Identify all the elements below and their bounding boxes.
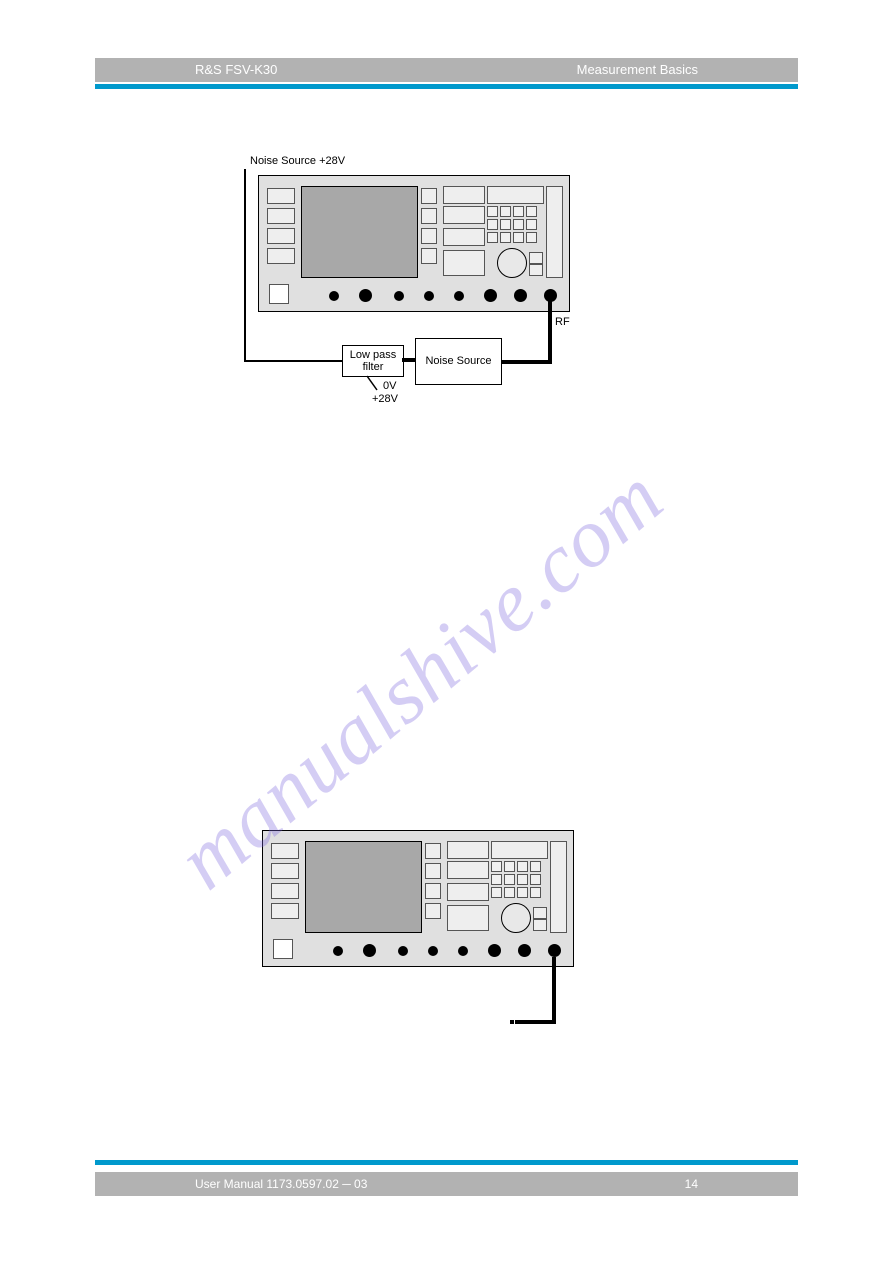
footer-page: 14 (685, 1177, 698, 1191)
fig1-power-btn (269, 284, 289, 304)
fig1-rf-label: RF (555, 316, 570, 328)
fig1-noise-source-label: Noise Source (425, 355, 491, 367)
fig1-caption: Fig. 3-1: Preparation for calibration (252, 418, 444, 432)
step3-text: Perform the calibration for the test set… (252, 650, 797, 689)
para-attenuator: If an additional attenuator is used to i… (252, 530, 797, 569)
fig2-label-28v: Noise Source +28V (253, 810, 348, 822)
header-product: R&S FSV-K30 (195, 62, 277, 77)
fig2-lpf: Low passfilter (286, 1005, 348, 1037)
step2-num: 2. (228, 590, 239, 605)
fig1-rf-wire (548, 300, 552, 362)
fig1-screen (301, 186, 418, 278)
fig1-wire-horz-bottom (244, 360, 344, 362)
fig1-0v: 0V (383, 380, 396, 392)
fig2-knob (501, 903, 531, 933)
para-matching: depends on the quality of the matching. … (252, 450, 797, 509)
footer-bar-blue (95, 1160, 798, 1165)
footer-docid: User Manual 1173.0597.02 ─ 03 (195, 1177, 367, 1191)
fig2-rf: RF (558, 972, 573, 984)
fig2-power-btn (273, 939, 293, 959)
fig1-28v: +28V (372, 393, 398, 405)
fig1-wire-vert-left (244, 169, 246, 362)
fig1-instrument (258, 175, 570, 312)
fig2-28v: +28V (314, 1053, 340, 1065)
footer-bar-gray: User Manual 1173.0597.02 ─ 03 14 (95, 1172, 798, 1196)
fig2-instrument (262, 830, 574, 967)
fig1-noise-source-box: Noise Source (415, 338, 502, 385)
fig2-0v: 0V (324, 1040, 337, 1052)
fig2-screen (305, 841, 422, 933)
fig2-dut: DUT (358, 998, 430, 1045)
fig1-label-28v: Noise Source +28V (250, 155, 345, 167)
step2-text: If the noise source needs a low pass fil… (252, 590, 797, 629)
intro-para: Connect the noise source to the RF input… (250, 116, 795, 136)
step3b-text: After calibration, the DUT is inserted i… (252, 720, 797, 740)
fig1-lpf-label: Low passfilter (350, 349, 396, 373)
step4-text: Connect the DUT between the noise source… (252, 760, 797, 780)
step4-num: 4. (228, 760, 239, 775)
header-section: Measurement Basics (577, 62, 698, 77)
fig1-lpf-box: Low passfilter (342, 345, 404, 377)
header-bar-blue (95, 84, 798, 89)
fig2-noise-source: Noise Source (438, 998, 515, 1045)
step3-num: 3. (228, 650, 239, 665)
fig2-caption: Fig. 3-2: Test setup for direct measurem… (252, 1078, 496, 1092)
fig1-knob (497, 248, 527, 278)
header-bar-gray: R&S FSV-K30 Measurement Basics (95, 58, 798, 82)
